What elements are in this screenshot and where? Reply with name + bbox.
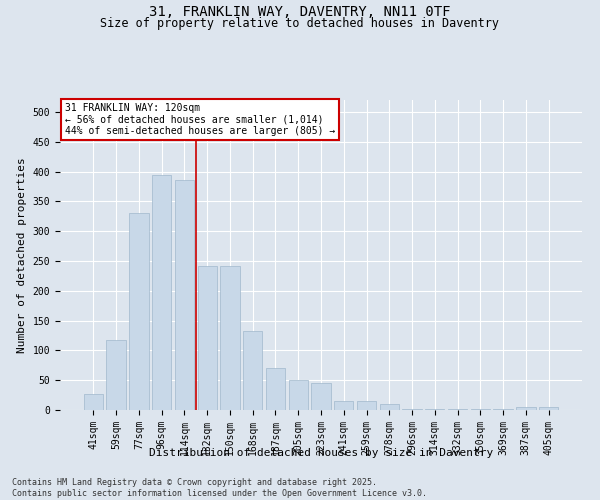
Bar [106, 340, 126, 410]
Bar [84, 394, 103, 410]
Bar [334, 401, 353, 410]
Text: Size of property relative to detached houses in Daventry: Size of property relative to detached ho… [101, 18, 499, 30]
Bar [152, 174, 172, 410]
Bar [516, 407, 536, 410]
Bar [425, 409, 445, 410]
Bar [403, 409, 422, 410]
Text: 31, FRANKLIN WAY, DAVENTRY, NN11 0TF: 31, FRANKLIN WAY, DAVENTRY, NN11 0TF [149, 5, 451, 19]
Text: Distribution of detached houses by size in Daventry: Distribution of detached houses by size … [149, 448, 493, 458]
Bar [380, 404, 399, 410]
Bar [197, 266, 217, 410]
Bar [243, 330, 262, 410]
Bar [266, 368, 285, 410]
Bar [357, 401, 376, 410]
Text: 31 FRANKLIN WAY: 120sqm
← 56% of detached houses are smaller (1,014)
44% of semi: 31 FRANKLIN WAY: 120sqm ← 56% of detache… [65, 103, 335, 136]
Bar [175, 180, 194, 410]
Bar [129, 214, 149, 410]
Bar [539, 407, 558, 410]
Bar [220, 266, 239, 410]
Bar [448, 409, 467, 410]
Text: Contains HM Land Registry data © Crown copyright and database right 2025.
Contai: Contains HM Land Registry data © Crown c… [12, 478, 427, 498]
Y-axis label: Number of detached properties: Number of detached properties [17, 157, 27, 353]
Bar [289, 380, 308, 410]
Bar [311, 383, 331, 410]
